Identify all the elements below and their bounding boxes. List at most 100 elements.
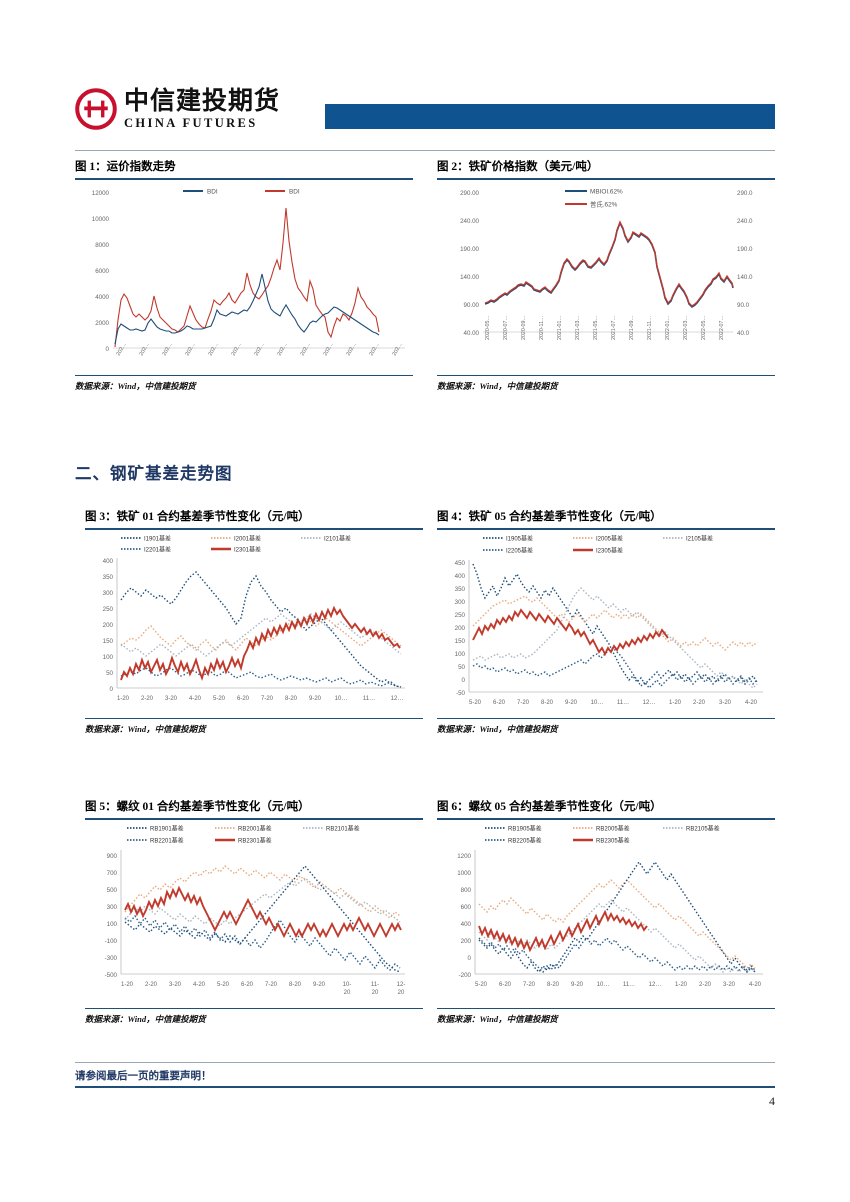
svg-text:150: 150 — [103, 638, 114, 645]
svg-text:0: 0 — [110, 686, 114, 693]
figure-4-legend: I1905基差 I2005基差 I2105基差 I2205基差 I2305基差 — [483, 534, 713, 554]
svg-text:8-20: 8-20 — [289, 982, 302, 988]
svg-text:290.0: 290.0 — [737, 190, 753, 197]
figure-3-legend: I1901基差 I2001基差 I2101基差 I2201基差 I2301基差 — [121, 534, 351, 553]
svg-text:BDI: BDI — [207, 188, 218, 195]
svg-text:4000: 4000 — [95, 294, 109, 301]
svg-text:1200: 1200 — [457, 853, 471, 860]
svg-text:1-20: 1-20 — [121, 982, 134, 988]
svg-text:7-20: 7-20 — [265, 982, 278, 988]
svg-text:7-20: 7-20 — [517, 700, 530, 706]
svg-text:I2305基差: I2305基差 — [596, 546, 623, 554]
svg-text:2000: 2000 — [95, 320, 109, 327]
svg-text:12…: 12… — [391, 696, 404, 702]
svg-text:7-20: 7-20 — [523, 982, 536, 988]
figure-6-legend: RB1905基差 RB2005基差 RB2105基差 RB2205基差 RB23… — [485, 824, 720, 844]
svg-text:350: 350 — [455, 586, 466, 593]
figure-5-bottom-rule — [85, 1007, 423, 1009]
svg-text:MBIOI.62%: MBIOI.62% — [590, 188, 623, 195]
svg-text:-200: -200 — [459, 972, 472, 979]
svg-text:10…: 10… — [335, 696, 348, 702]
svg-text:I2005基差: I2005基差 — [596, 534, 623, 542]
svg-text:202…: 202… — [231, 341, 243, 356]
figure-6: 图 6：螺纹 05 合约基差季节性变化（元/吨） 1200 1000 800 600… — [437, 798, 775, 1025]
svg-text:450: 450 — [455, 560, 466, 567]
svg-text:9-20: 9-20 — [309, 696, 322, 702]
figure-6-chart: 1200 1000 800 600 400 200 0 -200 — [457, 824, 763, 988]
svg-text:202…: 202… — [346, 341, 358, 356]
figure-4-source: 数据来源：Wind，中信建投期货 — [437, 723, 558, 734]
svg-text:10000: 10000 — [92, 216, 110, 223]
header-accent-bar — [325, 104, 775, 129]
svg-text:RB2201基差: RB2201基差 — [150, 836, 184, 844]
figure-1-title: 图 1：运价指数走势 — [75, 161, 176, 173]
svg-text:3-20: 3-20 — [723, 982, 736, 988]
svg-text:202…: 202… — [254, 341, 266, 356]
citic-logo-icon — [75, 88, 117, 130]
svg-text:-500: -500 — [105, 972, 118, 979]
svg-text:3-20: 3-20 — [719, 700, 732, 706]
svg-text:202…: 202… — [139, 341, 151, 356]
svg-text:300: 300 — [103, 590, 114, 597]
figure-6-top-rule — [437, 818, 775, 820]
company-logo: 中信建投期货 CHINA FUTURES — [75, 88, 280, 130]
svg-text:8-20: 8-20 — [285, 696, 298, 702]
svg-text:190.0: 190.0 — [737, 246, 753, 253]
figure-3-title: 图 3：铁矿 01 合约基差季节性变化（元/吨） — [85, 511, 310, 523]
svg-text:0: 0 — [468, 955, 472, 962]
figure-5-title: 图 5：螺纹 01 合约基差季节性变化（元/吨） — [85, 801, 310, 813]
svg-text:RB1901基差: RB1901基差 — [150, 824, 184, 832]
svg-text:350: 350 — [103, 574, 114, 581]
figure-2-top-rule — [437, 178, 775, 180]
svg-text:11…: 11… — [617, 700, 629, 706]
svg-text:4-20: 4-20 — [193, 982, 206, 988]
svg-text:I2301基差: I2301基差 — [234, 545, 261, 553]
figure-1: 图 1：运价指数走势 12000 10000 8000 6000 4000 2000 … — [75, 158, 413, 392]
svg-text:6-20: 6-20 — [237, 696, 250, 702]
figure-4: 图 4：铁矿 05 合约基差季节性变化（元/吨） 450 400 350 300 2… — [437, 508, 775, 735]
svg-text:200: 200 — [103, 622, 114, 629]
figure-4-bottom-rule — [437, 717, 775, 719]
svg-text:5-20: 5-20 — [213, 696, 226, 702]
svg-text:250: 250 — [455, 612, 466, 619]
figure-1-top-rule — [75, 178, 413, 180]
svg-text:202…: 202… — [185, 341, 197, 356]
svg-text:2021-09…: 2021-09… — [629, 315, 635, 340]
svg-text:9-20: 9-20 — [565, 700, 578, 706]
svg-text:1-20: 1-20 — [117, 696, 130, 702]
figure-2-bottom-rule — [437, 374, 775, 376]
figure-1-source: 数据来源：Wind，中信建投期货 — [75, 380, 196, 391]
svg-text:11…: 11… — [363, 696, 375, 702]
svg-text:4-20: 4-20 — [749, 982, 762, 988]
figure-6-chart-area: 1200 1000 800 600 400 200 0 -200 — [437, 819, 775, 1008]
figure-2-chart-area: 290.00 240.00 190.00 140.00 90.00 40.00 290… — [437, 179, 775, 375]
svg-text:2020-07…: 2020-07… — [503, 315, 509, 340]
svg-text:20: 20 — [398, 990, 405, 996]
svg-text:4-20: 4-20 — [745, 700, 758, 706]
svg-text:500: 500 — [107, 887, 118, 894]
svg-text:20: 20 — [344, 990, 351, 996]
svg-text:2-20: 2-20 — [693, 700, 706, 706]
svg-text:5-20: 5-20 — [475, 982, 488, 988]
logo-chinese-name: 中信建投期货 — [124, 87, 281, 115]
svg-text:9-20: 9-20 — [571, 982, 584, 988]
figure-1-chart: 12000 10000 8000 6000 4000 2000 0 BDI BDI — [92, 188, 405, 357]
svg-text:0: 0 — [462, 677, 466, 684]
svg-text:5-20: 5-20 — [217, 982, 230, 988]
svg-text:290.00: 290.00 — [460, 190, 479, 197]
svg-text:RB2205基差: RB2205基差 — [508, 836, 542, 844]
svg-text:2020-11…: 2020-11… — [539, 315, 545, 339]
figure-5-top-rule — [85, 818, 423, 820]
svg-text:800: 800 — [461, 887, 472, 894]
svg-text:10-: 10- — [343, 982, 352, 988]
svg-text:10…: 10… — [597, 982, 610, 988]
figure-6-source: 数据来源：Wind，中信建投期货 — [437, 1013, 558, 1024]
footer-bottom-divider — [75, 1086, 775, 1088]
svg-text:600: 600 — [461, 904, 472, 911]
svg-text:RB2105基差: RB2105基差 — [686, 824, 720, 832]
svg-text:202…: 202… — [116, 341, 128, 356]
svg-text:2021-11…: 2021-11… — [647, 315, 653, 339]
svg-text:RB2005基差: RB2005基差 — [596, 824, 630, 832]
figure-2-chart: 290.00 240.00 190.00 140.00 90.00 40.00 290… — [460, 188, 753, 340]
